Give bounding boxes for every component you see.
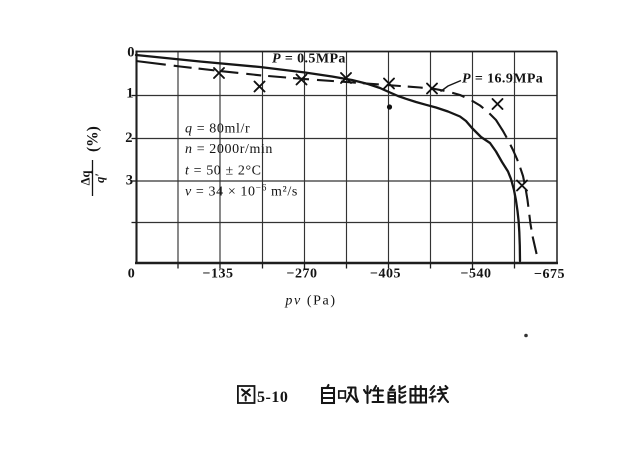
svg-text:Δq: Δq — [79, 171, 93, 186]
svg-text:−270: −270 — [287, 267, 318, 282]
svg-text:3: 3 — [126, 173, 133, 189]
svg-text:−135: −135 — [203, 267, 234, 282]
svg-text:q = 80ml/r: q = 80ml/r — [185, 122, 250, 137]
svg-text:1: 1 — [126, 86, 133, 102]
svg-text:−405: −405 — [370, 267, 401, 282]
svg-text:(%): (%) — [85, 126, 102, 152]
svg-text:−675: −675 — [534, 267, 565, 282]
svg-text:2: 2 — [125, 130, 132, 146]
svg-text:P = 16.9MPa: P = 16.9MPa — [462, 72, 543, 87]
svg-text:0: 0 — [127, 45, 134, 61]
svg-text:q′: q′ — [93, 173, 107, 183]
svg-text:n = 2000r/min: n = 2000r/min — [185, 142, 273, 157]
svg-text:pv (Pa): pv (Pa) — [284, 294, 336, 309]
svg-text:v = 34 × 10−6 m²/s: v = 34 × 10−6 m²/s — [185, 184, 298, 200]
svg-text:P = 0.5MPa: P = 0.5MPa — [272, 52, 346, 67]
svg-text:−540: −540 — [461, 267, 492, 282]
svg-text:5-10: 5-10 — [257, 389, 288, 406]
svg-text:t = 50 ± 2°C: t = 50 ± 2°C — [185, 164, 262, 179]
svg-text:0: 0 — [128, 267, 136, 282]
